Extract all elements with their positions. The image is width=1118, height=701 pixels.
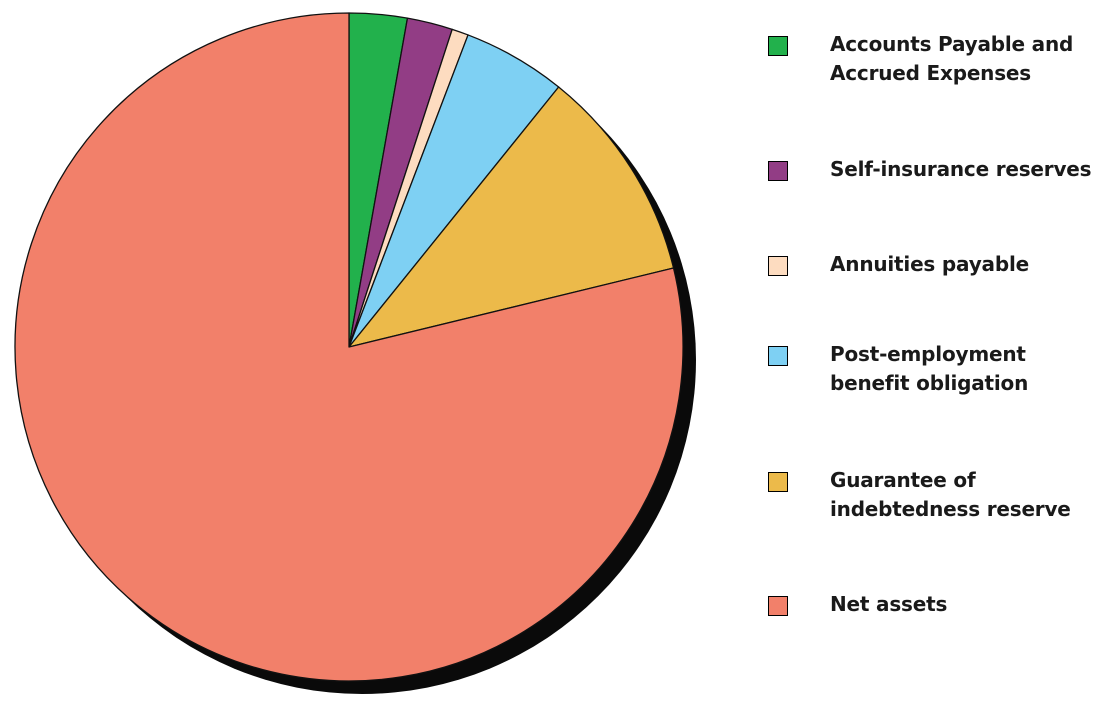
legend-swatch bbox=[768, 161, 788, 181]
legend-item-guarantee: Guarantee of indebtedness reserve bbox=[768, 466, 1110, 524]
pie-slice-guarantee-of-indebtedness-reserve bbox=[348, 86, 675, 348]
legend-swatch bbox=[768, 472, 788, 492]
legend-label-line: Post-employment bbox=[830, 342, 1026, 366]
legend-swatch bbox=[768, 346, 788, 366]
legend-label-line: Accrued Expenses bbox=[830, 61, 1031, 85]
legend-item-post-employment: Post-employment benefit obligation bbox=[768, 340, 1110, 398]
legend-label: Annuities payable bbox=[830, 250, 1110, 279]
legend-item-self-insurance: Self-insurance reserves bbox=[768, 155, 1110, 184]
legend-label-line: Accounts Payable and bbox=[830, 32, 1074, 56]
legend-label-line: Annuities payable bbox=[830, 252, 1029, 276]
legend-label: Accounts Payable and Accrued Expenses bbox=[830, 30, 1110, 88]
legend-label-line: indebtedness reserve bbox=[830, 497, 1071, 521]
legend-label-line: Net assets bbox=[830, 592, 948, 616]
legend-item-net-assets: Net assets bbox=[768, 590, 1110, 619]
legend-label: Post-employment benefit obligation bbox=[830, 340, 1110, 398]
legend-label: Guarantee of indebtedness reserve bbox=[830, 466, 1110, 524]
legend-label-line: benefit obligation bbox=[830, 371, 1029, 395]
legend-swatch bbox=[768, 596, 788, 616]
pie-slices bbox=[14, 12, 684, 682]
legend-label-line: Guarantee of bbox=[830, 468, 976, 492]
pie-slice-net-assets bbox=[14, 12, 684, 682]
legend-swatch bbox=[768, 36, 788, 56]
legend-label: Net assets bbox=[830, 590, 1110, 619]
legend-item-annuities: Annuities payable bbox=[768, 250, 1110, 279]
legend-swatch bbox=[768, 256, 788, 276]
legend-label-line: Self-insurance reserves bbox=[830, 157, 1092, 181]
legend-label: Self-insurance reserves bbox=[830, 155, 1110, 184]
legend-item-accounts-payable: Accounts Payable and Accrued Expenses bbox=[768, 30, 1110, 88]
